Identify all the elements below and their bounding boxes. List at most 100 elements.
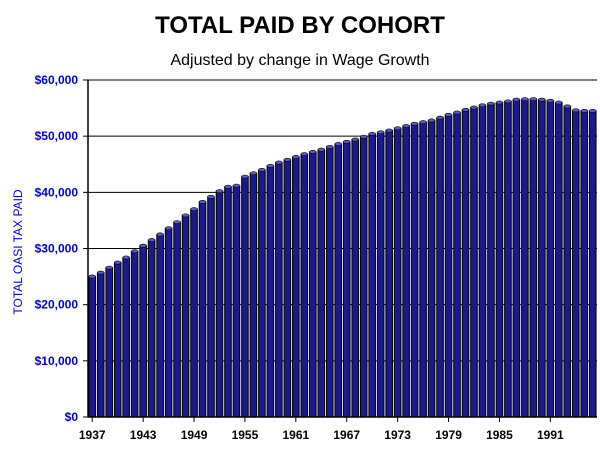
x-tick-label: 1955 <box>232 428 259 442</box>
bar-cap <box>190 207 198 212</box>
bar <box>139 245 147 418</box>
bar <box>419 121 427 418</box>
bar <box>470 107 478 418</box>
chart-subtitle: Adjusted by change in Wage Growth <box>170 52 429 69</box>
bar-cap <box>283 157 291 162</box>
bar <box>351 139 360 418</box>
bar <box>376 131 385 418</box>
bar <box>130 250 139 418</box>
bar <box>444 114 453 418</box>
bar-cap <box>402 124 410 128</box>
bar <box>478 104 487 418</box>
bar <box>495 101 504 418</box>
bar <box>241 176 249 418</box>
bar <box>96 272 105 418</box>
bar <box>300 153 309 418</box>
bar <box>512 99 521 418</box>
bar <box>317 149 326 418</box>
bar-cap <box>470 105 478 110</box>
x-tick-label: 1985 <box>486 428 513 442</box>
bar <box>275 162 283 418</box>
bar-cap <box>495 100 504 105</box>
bar-cap <box>487 101 495 106</box>
bar-cap <box>309 149 317 154</box>
y-axis-ticks: $0 $10,000 $20,000 $30,000 $40,000 $50,000 $60… <box>35 73 88 424</box>
bar-cap <box>555 100 563 105</box>
bar-cap <box>377 130 385 135</box>
bar <box>393 127 402 418</box>
bar-cap <box>529 97 537 101</box>
x-tick-label: 1967 <box>333 428 360 442</box>
bar-cap <box>334 142 342 146</box>
bar-cap <box>512 97 521 102</box>
bar-cap <box>215 189 224 194</box>
bar-cap <box>241 174 249 179</box>
bar <box>410 123 419 418</box>
bar <box>402 125 410 418</box>
bar <box>181 214 190 418</box>
bar-cap <box>148 238 156 242</box>
x-axis-ticks: 1937 1943 1949 1955 1961 1967 1973 1979 1985 1991 <box>79 417 564 442</box>
x-tick-label: 1979 <box>435 428 462 442</box>
x-tick-label: 1943 <box>130 428 157 442</box>
bar <box>555 101 563 418</box>
bar-cap <box>360 134 368 139</box>
bar <box>461 109 470 418</box>
bar <box>292 156 300 418</box>
bar-cap <box>131 249 139 254</box>
x-tick-label: 1937 <box>79 428 106 442</box>
x-tick-label: 1961 <box>282 428 309 442</box>
bar-cap <box>97 270 105 275</box>
bar <box>504 100 512 418</box>
bar-cap <box>368 132 376 136</box>
gridlines <box>88 79 597 362</box>
y-tick-label: $0 <box>65 410 79 424</box>
bar <box>105 267 114 418</box>
bar-cap <box>436 115 444 120</box>
bar <box>368 133 377 418</box>
bar <box>580 110 589 418</box>
bar-cap <box>275 160 283 165</box>
bar <box>342 141 351 418</box>
bar <box>538 99 546 418</box>
bar-cap <box>164 226 173 231</box>
bar <box>563 105 572 418</box>
bar-cap <box>410 121 419 126</box>
bar <box>173 221 181 418</box>
bar-cap <box>292 155 300 159</box>
bar-cap <box>105 265 113 270</box>
bar <box>571 109 580 418</box>
bar-cap <box>546 98 554 103</box>
bar-cap <box>521 97 529 101</box>
bar-cap <box>207 194 215 199</box>
y-tick-label: $50,000 <box>35 129 79 143</box>
bar <box>453 112 461 418</box>
bar-cap <box>258 167 266 172</box>
bar <box>334 143 343 418</box>
y-tick-label: $20,000 <box>35 298 79 312</box>
bar <box>308 151 317 418</box>
bar <box>487 103 495 418</box>
bar-cap <box>326 144 334 149</box>
bar-cap <box>538 97 546 102</box>
bar <box>88 276 97 418</box>
bar <box>224 186 232 418</box>
bar-cap <box>224 184 232 189</box>
y-tick-label: $60,000 <box>35 73 79 87</box>
bar-cap <box>232 183 241 188</box>
bar-cap <box>580 108 588 113</box>
y-axis-label: TOTAL OASI TAX PAID <box>11 189 25 314</box>
bar <box>122 256 130 418</box>
chart-title: TOTAL PAID BY COHORT <box>155 12 445 39</box>
bar-cap <box>114 260 122 265</box>
bar <box>546 100 555 418</box>
bar-cap <box>343 139 351 144</box>
x-tick-label: 1973 <box>384 428 411 442</box>
y-tick-label: $10,000 <box>35 354 79 368</box>
bar-cap <box>122 255 130 260</box>
y-tick-label: $40,000 <box>35 185 79 199</box>
bar-cap <box>300 152 308 157</box>
bar-cap <box>444 112 453 117</box>
bar <box>232 185 241 418</box>
